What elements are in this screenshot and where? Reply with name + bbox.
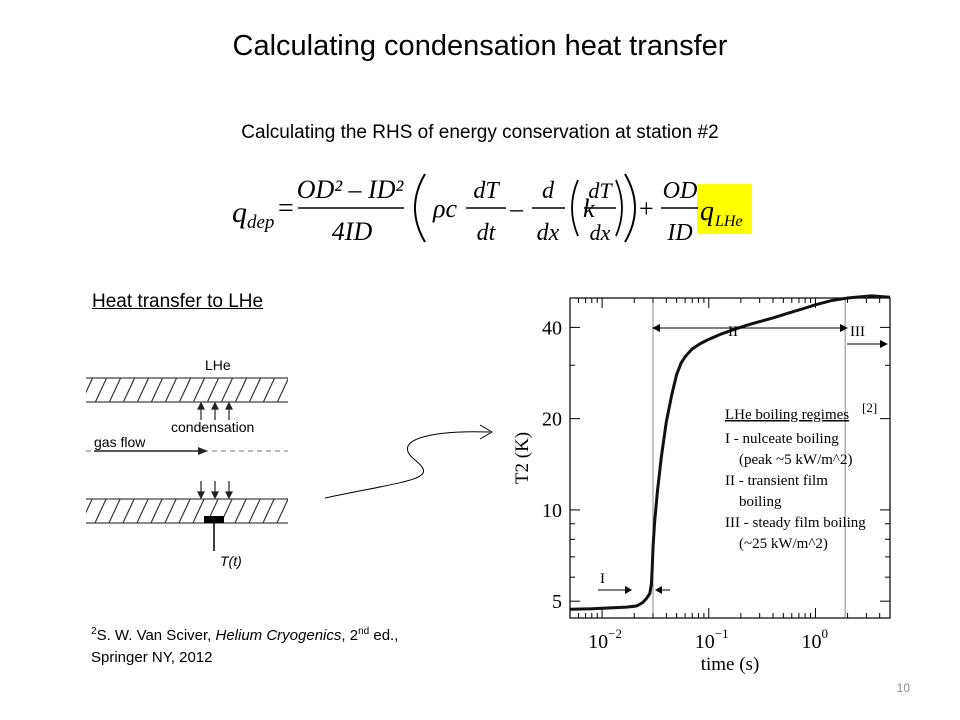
x-axis-label: time (s) (701, 654, 760, 675)
energy-equation: q dep = OD² – ID² 4ID ρc dT dt – d dx k … (232, 173, 752, 246)
y-tick-label: 5 (552, 591, 562, 613)
citation-book: Helium Cryogenics (215, 627, 342, 644)
series-line (569, 294, 891, 611)
condensation-label: condensation (171, 419, 254, 435)
citation-edition-rest: ed., (369, 627, 399, 644)
regime-3-label: III (850, 324, 865, 340)
eq-equals: = (278, 193, 294, 224)
y-tick-label: 40 (542, 317, 562, 339)
lhe-label: LHe (205, 357, 231, 373)
tube-diagram: LHe condensation gas flow T(t) (86, 357, 288, 569)
eq-q-lhe-sub: LHe (714, 213, 743, 230)
gas-flow-label: gas flow (94, 434, 146, 450)
lower-wall (86, 499, 288, 523)
eq-dT2: dT (588, 178, 613, 203)
eq-lhs: q (232, 196, 247, 229)
slide-title: Calculating condensation heat transfer (232, 30, 728, 62)
eq-frac2-den: ID (666, 220, 692, 246)
legend-line-4: boiling (739, 494, 782, 510)
legend-title: LHe boiling regimes (725, 407, 849, 423)
eq-plus: + (639, 194, 654, 223)
legend-line-6: (~25 kW/m^2) (739, 536, 828, 552)
citation-ref-num: 2 (91, 626, 97, 637)
y-tick-label: 10 (542, 500, 562, 522)
citation-publisher: Springer NY, 2012 (91, 649, 213, 666)
legend-line-1: I - nulceate boiling (725, 431, 839, 447)
regime-2-label: II (728, 324, 738, 340)
eq-q-lhe: q (700, 196, 714, 227)
eq-minus: – (509, 194, 524, 223)
eq-paren-open (414, 173, 426, 243)
eq-paren-close (624, 173, 636, 243)
eq-dt: dt (477, 220, 497, 246)
eq-dx1: dx (537, 220, 560, 246)
y-tick-label: 20 (542, 409, 562, 431)
legend-text: I - nulceate boiling (peak ~5 kW/m^2) II -… (725, 431, 866, 552)
citation-authors: S. W. Van Sciver, (96, 627, 216, 644)
eq-dT1: dT (473, 178, 500, 204)
citation-edition: , 2 (341, 627, 359, 644)
upper-wall (86, 378, 288, 402)
legend-line-2: (peak ~5 kW/m^2) (739, 452, 852, 468)
connector-arrow (324, 424, 493, 499)
temperature-chart: 10−2 10−1 100 5 10 20 40 time (s) T2 (K) I II … (512, 294, 891, 675)
sensor (204, 516, 224, 523)
condensation-arrows-down (197, 481, 233, 500)
plot-frame (569, 297, 891, 619)
sensor-label: T(t) (220, 553, 242, 569)
citation: 2S. W. Van Sciver, Helium Cryogenics, 2n… (91, 621, 511, 669)
x-tick-label: 100 (801, 626, 828, 653)
eq-frac1-num: OD² – ID² (297, 175, 405, 204)
regime-1-label: I (600, 571, 605, 587)
legend-line-5: III - steady film boiling (725, 515, 866, 531)
y-axis-label: T2 (K) (512, 432, 533, 484)
x-tick-label: 10−2 (588, 626, 622, 653)
citation-edition-sup: nd (358, 626, 370, 637)
axis-ticks (569, 297, 891, 618)
x-tick-label: 10−1 (695, 626, 729, 653)
eq-d: d (542, 178, 555, 204)
eq-rho-c: ρc (432, 194, 457, 223)
eq-dx2: dx (590, 220, 611, 245)
section-heading: Heat transfer to LHe (92, 291, 264, 312)
highlight-box (697, 184, 752, 234)
eq-lhs-sub: dep (247, 212, 274, 233)
legend-line-3: II - transient film (725, 473, 828, 489)
slide-subtitle: Calculating the RHS of energy conservati… (241, 122, 719, 143)
eq-frac2-num: OD (663, 178, 698, 204)
page-number: 10 (896, 681, 910, 695)
eq-frac1-den: 4ID (332, 217, 373, 246)
condensation-arrows-up (197, 401, 233, 420)
ref-tag: [2] (862, 400, 877, 415)
